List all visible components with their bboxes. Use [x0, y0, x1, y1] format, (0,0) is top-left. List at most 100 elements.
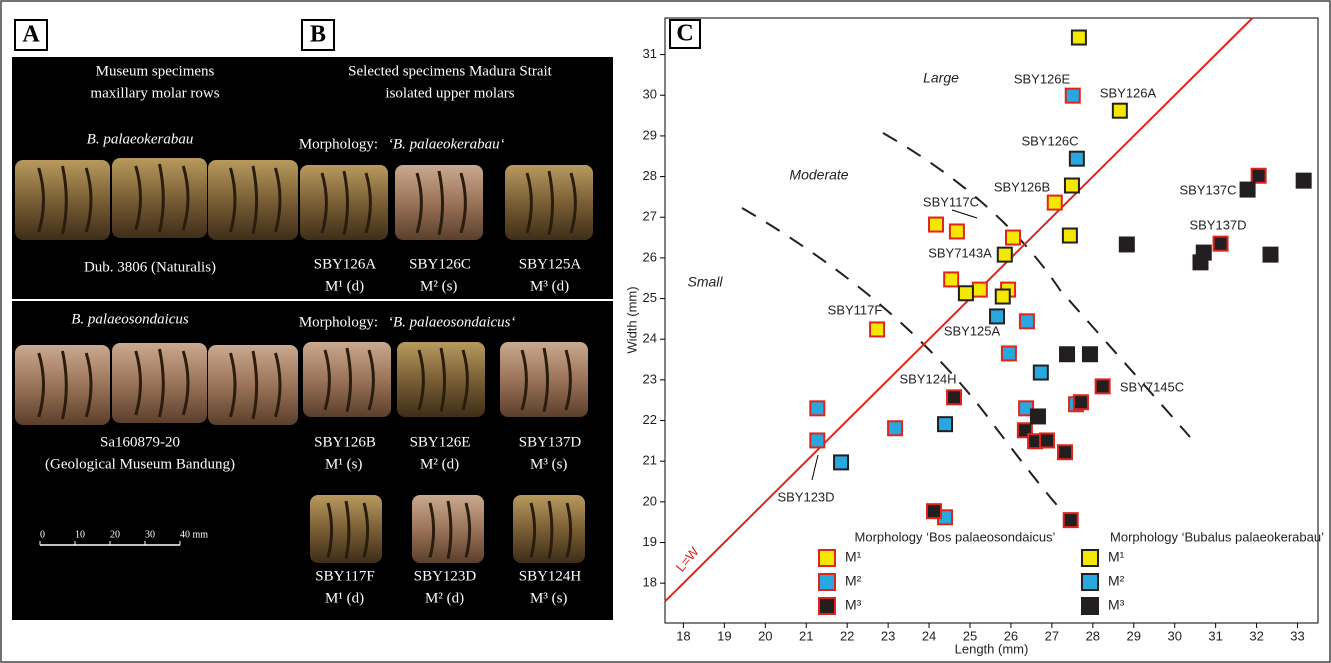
point — [1094, 378, 1111, 395]
taxon: B. palaeosondaicus — [71, 311, 189, 327]
panel-label-box — [14, 19, 48, 51]
y-tick-label: 24 — [643, 331, 657, 346]
specimen-photo — [505, 165, 593, 240]
specimen-photo-detail — [229, 350, 282, 420]
specimen-photo-detail — [320, 170, 372, 236]
point — [1262, 246, 1279, 263]
x-tick-label: 31 — [1208, 628, 1222, 643]
specimen-id: SBY137D — [519, 434, 582, 450]
legend-label: M¹ — [1108, 549, 1125, 565]
x-tick-label: 21 — [799, 628, 813, 643]
specimen-id: SBY126C — [409, 256, 471, 272]
specimen-label: SBY7143A — [928, 245, 992, 260]
legend-label: M³ — [1108, 597, 1125, 613]
scale-label: 20 — [110, 529, 120, 540]
x-tick-label: 24 — [922, 628, 936, 643]
specimen-label: SBY7145C — [1120, 379, 1184, 394]
specimen-tooth: M³ (d) — [530, 278, 569, 294]
y-axis-title: Width (mm) — [624, 286, 639, 353]
point — [1062, 512, 1079, 529]
legend-swatch — [1081, 573, 1099, 591]
specimen-label: SBY126C — [1021, 133, 1078, 148]
x-tick-label: 28 — [1086, 628, 1100, 643]
morphology-name: ‘B. palaeokerabau‘ — [388, 136, 505, 152]
point — [943, 271, 960, 288]
specimen-photo-detail — [417, 347, 469, 413]
heading: isolated upper molars — [385, 85, 514, 101]
point — [937, 416, 954, 433]
point — [809, 432, 826, 449]
point — [1118, 236, 1135, 253]
x-tick-label: 25 — [963, 628, 977, 643]
specimen-photo — [208, 345, 298, 425]
y-tick-label: 31 — [643, 46, 657, 61]
heading: Museum specimens — [96, 63, 215, 79]
specimen-photo — [310, 495, 382, 563]
point — [1059, 346, 1076, 363]
point — [869, 321, 886, 338]
point — [1111, 102, 1128, 119]
y-tick-label: 19 — [643, 534, 657, 549]
specimen-id: SBY124H — [519, 568, 582, 584]
specimen-photo — [112, 158, 207, 238]
point — [1081, 346, 1098, 363]
specimen-tooth: M³ (s) — [530, 590, 567, 606]
specimen-photo-detail — [529, 500, 573, 560]
specimen-photo-detail — [229, 165, 282, 235]
specimen-photo — [500, 342, 588, 417]
point — [1038, 432, 1055, 449]
specimen-photo — [208, 160, 298, 240]
y-tick-label: 27 — [643, 209, 657, 224]
specimen-photo — [300, 165, 388, 240]
point — [809, 400, 826, 417]
y-tick-label: 22 — [643, 412, 657, 427]
scale-label: 40 mm — [180, 529, 208, 540]
specimen-photo-detail — [326, 500, 370, 560]
y-tick-label: 21 — [643, 453, 657, 468]
x-tick-label: 23 — [881, 628, 895, 643]
point — [887, 420, 904, 437]
y-tick-label: 20 — [643, 493, 657, 508]
x-tick-label: 29 — [1127, 628, 1141, 643]
legend-swatch — [1081, 597, 1099, 615]
x-tick-label: 20 — [758, 628, 772, 643]
specimen-tooth: M² (s) — [420, 278, 457, 294]
specimen-id: SBY126B — [314, 434, 376, 450]
specimen-tooth: M² (d) — [420, 456, 459, 472]
specimen-photo-detail — [134, 348, 190, 418]
scale-label: 0 — [40, 529, 45, 540]
scale-label: 10 — [75, 529, 85, 540]
specimen-photo-detail — [428, 500, 472, 560]
point — [1212, 235, 1229, 252]
specimen-photo-detail — [37, 165, 93, 235]
legend-label: M¹ — [845, 549, 862, 565]
legend-label: M² — [1108, 573, 1125, 589]
legend-swatch — [818, 597, 836, 615]
point — [1018, 313, 1035, 330]
point — [1070, 29, 1087, 46]
specimen-photo — [112, 343, 207, 423]
specimen-photo — [412, 495, 484, 563]
panel-label-box — [669, 19, 701, 49]
caption: (Geological Museum Bandung) — [45, 456, 235, 472]
legend-swatch — [818, 549, 836, 567]
point — [1032, 364, 1049, 381]
panel-label: A — [22, 22, 40, 48]
specimen-photo — [513, 495, 585, 563]
specimen-id: SBY117F — [315, 568, 374, 584]
point — [1063, 177, 1080, 194]
legend-title: Morphology ‘Bos palaeosondaicus’ — [855, 529, 1056, 544]
reference-line — [664, 17, 1254, 603]
point — [1239, 181, 1256, 198]
point — [1192, 254, 1209, 271]
x-tick-label: 30 — [1167, 628, 1181, 643]
y-tick-label: 23 — [643, 371, 657, 386]
caption: Dub. 3806 (Naturalis) — [84, 259, 216, 275]
point — [1018, 400, 1035, 417]
specimen-label: SBY117C — [923, 194, 979, 209]
boundary-line — [882, 132, 1191, 438]
specimen-label: SBY137C — [1179, 182, 1236, 197]
y-tick-label: 18 — [643, 575, 657, 590]
region-label: Moderate — [789, 167, 848, 183]
specimen-photo — [303, 342, 391, 417]
